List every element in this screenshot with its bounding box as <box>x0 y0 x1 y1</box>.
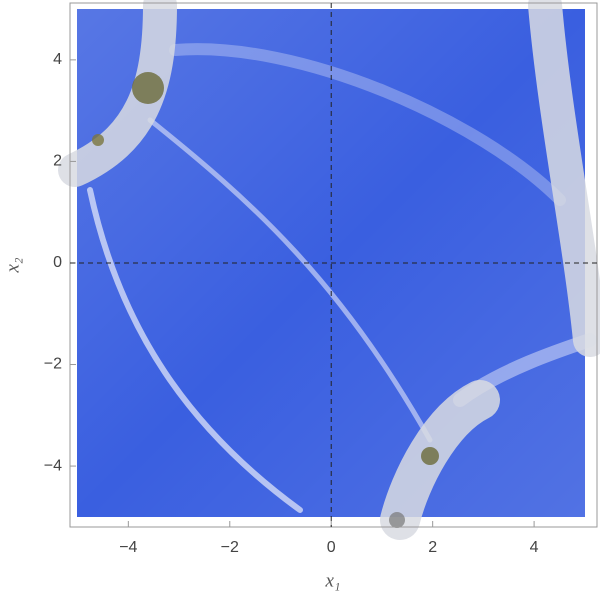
x-tick-label: −4 <box>119 539 137 556</box>
x-tick-label: 0 <box>327 539 336 556</box>
x-tick-label: −2 <box>221 539 239 556</box>
cluster <box>92 134 104 146</box>
y-tick-label: 4 <box>53 51 62 68</box>
y-axis-label: x₂ <box>2 257 23 273</box>
band <box>58 0 177 187</box>
decoration <box>58 0 600 540</box>
x-axis-label: x₁ <box>324 570 340 591</box>
x-tick-label: 2 <box>428 539 437 556</box>
y-tick-label: −2 <box>44 356 62 373</box>
cluster <box>421 447 439 465</box>
ridge <box>169 43 566 206</box>
y-tick-label: −4 <box>44 457 62 474</box>
y-tick-label: 0 <box>53 254 62 271</box>
x-tick-label: 4 <box>530 539 539 556</box>
band <box>528 0 600 357</box>
ridge <box>87 187 303 513</box>
cluster <box>389 512 405 528</box>
frame <box>69 2 598 528</box>
ridge <box>147 117 433 443</box>
y-tick-label: 2 <box>53 153 62 170</box>
cluster <box>132 72 164 104</box>
